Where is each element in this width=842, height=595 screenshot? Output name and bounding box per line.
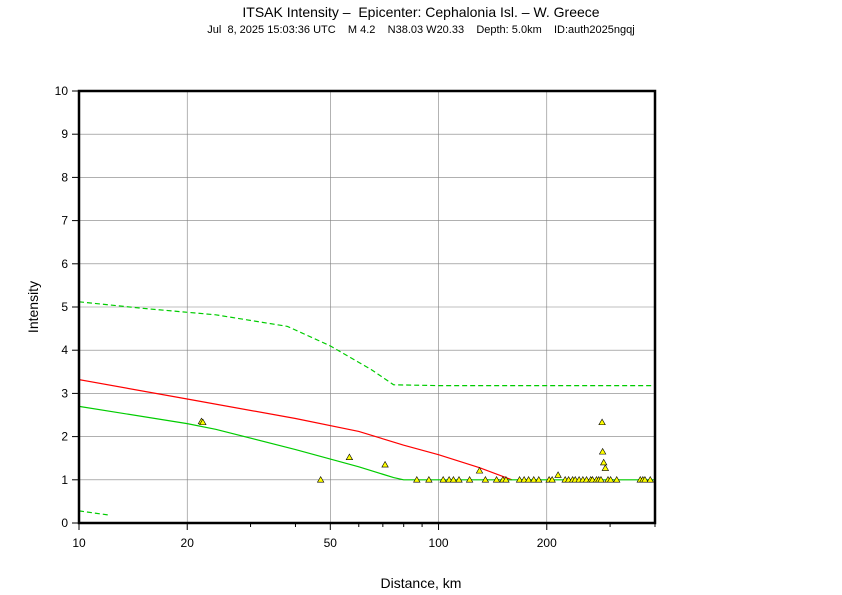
station-point <box>345 453 354 461</box>
axis-ticks: 0 1 2 3 4 5 6 7 8 9 10 10 20 50 100 200 <box>55 84 656 550</box>
x-tick-label: 10 <box>72 536 86 550</box>
station-point <box>641 475 649 483</box>
station-point <box>598 418 606 426</box>
station-point <box>199 418 207 426</box>
station-point <box>381 460 389 468</box>
model-curve-0 <box>79 379 513 481</box>
station-point <box>413 475 421 483</box>
y-tick-label: 5 <box>61 300 68 314</box>
model-curves <box>79 301 655 516</box>
x-tick-label: 100 <box>429 536 449 550</box>
station-point <box>599 458 608 466</box>
station-point <box>548 475 556 483</box>
station-points <box>197 417 654 483</box>
y-tick-label: 3 <box>61 386 68 400</box>
station-point <box>515 475 524 483</box>
y-tick-label: 4 <box>61 343 68 357</box>
model-curve-1 <box>79 405 655 481</box>
station-point <box>524 475 533 483</box>
station-point <box>492 475 501 483</box>
y-tick-label: 9 <box>61 127 68 141</box>
station-point <box>612 475 621 483</box>
grid <box>79 91 655 523</box>
station-point <box>554 471 562 478</box>
station-point <box>481 475 490 483</box>
y-tick-label: 0 <box>61 516 68 530</box>
station-point <box>425 475 433 483</box>
y-axis-label: Intensity <box>25 281 41 333</box>
station-point <box>502 475 510 483</box>
station-point <box>646 475 654 483</box>
model-curve-3 <box>79 510 111 516</box>
station-point <box>465 475 474 483</box>
station-point <box>475 466 484 474</box>
station-point <box>606 475 615 483</box>
x-tick-label: 200 <box>537 536 557 550</box>
y-tick-label: 10 <box>55 84 69 98</box>
chart-title: ITSAK Intensity – Epicenter: Cephalonia … <box>242 4 600 20</box>
y-tick-label: 8 <box>61 170 68 184</box>
station-point <box>449 475 458 483</box>
station-point <box>597 475 605 483</box>
event-info: Jul 8, 2025 15:03:36 UTC M 4.2 N38.03 W2… <box>207 24 635 36</box>
station-point <box>601 464 610 471</box>
x-tick-label: 20 <box>181 536 195 550</box>
station-point <box>520 475 528 483</box>
y-tick-label: 2 <box>61 430 68 444</box>
station-point <box>535 475 543 483</box>
station-point <box>598 447 607 455</box>
station-point <box>530 475 538 483</box>
station-point <box>439 475 447 483</box>
y-tick-label: 1 <box>61 473 68 487</box>
x-tick-label: 50 <box>324 536 338 550</box>
station-point <box>316 475 325 483</box>
station-point <box>455 475 463 483</box>
y-tick-label: 6 <box>61 257 68 271</box>
y-tick-label: 7 <box>61 214 68 228</box>
x-axis-label: Distance, km <box>381 575 462 591</box>
model-curve-2 <box>79 301 655 387</box>
